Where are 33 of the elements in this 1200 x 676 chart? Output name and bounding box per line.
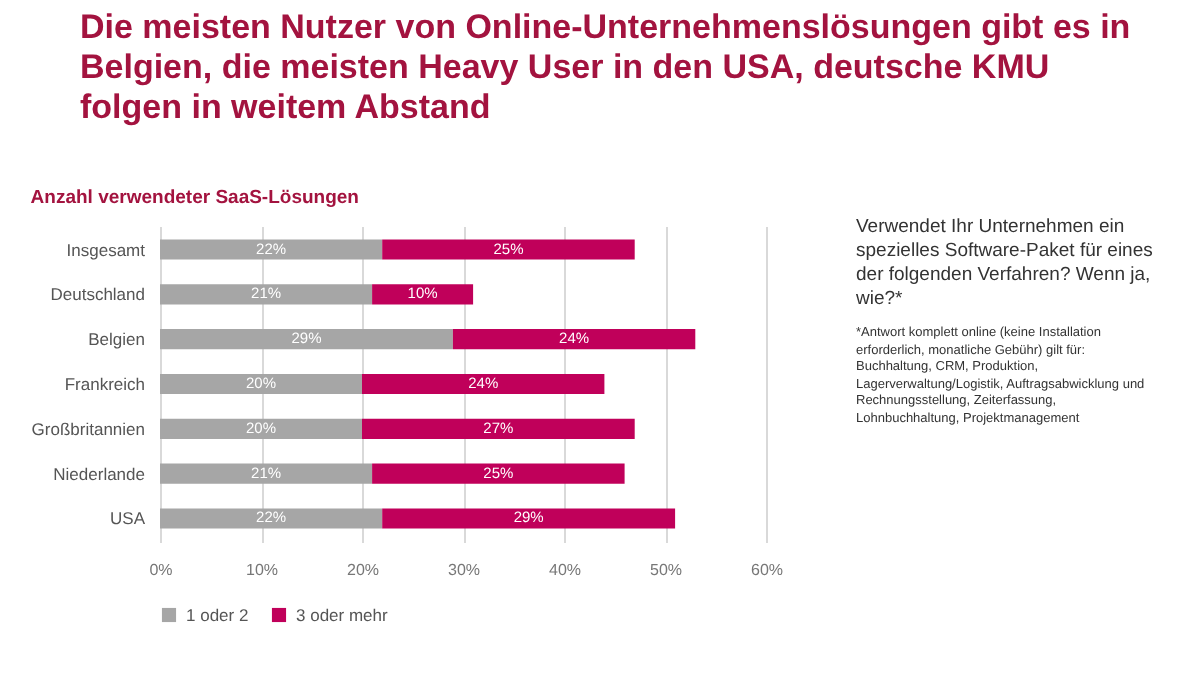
bar — [160, 508, 383, 529]
bar — [160, 373, 362, 395]
x-tick-label: 40% — [548, 561, 582, 579]
y-tick-label: Frankreich — [64, 374, 146, 394]
x-tick-label: 30% — [447, 561, 481, 579]
legend-label: 3 oder mehr — [296, 605, 388, 625]
bar — [160, 284, 373, 305]
x-tick-label: 10% — [245, 561, 279, 579]
x-tick-label: 0% — [149, 561, 173, 579]
text: Verwendet Ihr Unternehmen ein spezielles Software-Paket für eines der folgenden Verfahren? Wenn ja, wie?* — [856, 216, 1155, 312]
bar — [160, 329, 453, 350]
x-tick-label: 50% — [649, 561, 683, 579]
bar — [160, 239, 383, 260]
bar — [452, 329, 696, 350]
bar — [362, 418, 635, 439]
y-tick-label: Niederlande — [53, 463, 146, 484]
x-tick-label: 60% — [750, 561, 784, 579]
bar — [160, 463, 373, 484]
chart-subtitle: Anzahl verwendeter SaaS-Lösungen — [30, 187, 360, 209]
bar — [382, 508, 676, 529]
y-tick-label: Insgesamt — [66, 239, 147, 260]
legend-label: 1 oder 2 — [186, 605, 249, 625]
bar — [372, 463, 625, 484]
chart-title: Die meisten Nutzer von Online-Unternehmenslösungen gibt es in Belgien, die meisten Heavy User in den USA, deutsche KMU folgen in weitem Abstand — [80, 8, 1133, 128]
y-tick-label: USA — [110, 508, 146, 529]
bar — [382, 239, 635, 260]
bar — [160, 418, 362, 439]
y-tick-label: Großbritannien — [31, 418, 146, 439]
x-tick-label: 20% — [346, 561, 380, 579]
bar — [372, 284, 474, 305]
bar — [362, 373, 605, 395]
y-tick-label: Deutschland — [50, 284, 146, 305]
y-tick-label: Belgien — [88, 329, 146, 350]
